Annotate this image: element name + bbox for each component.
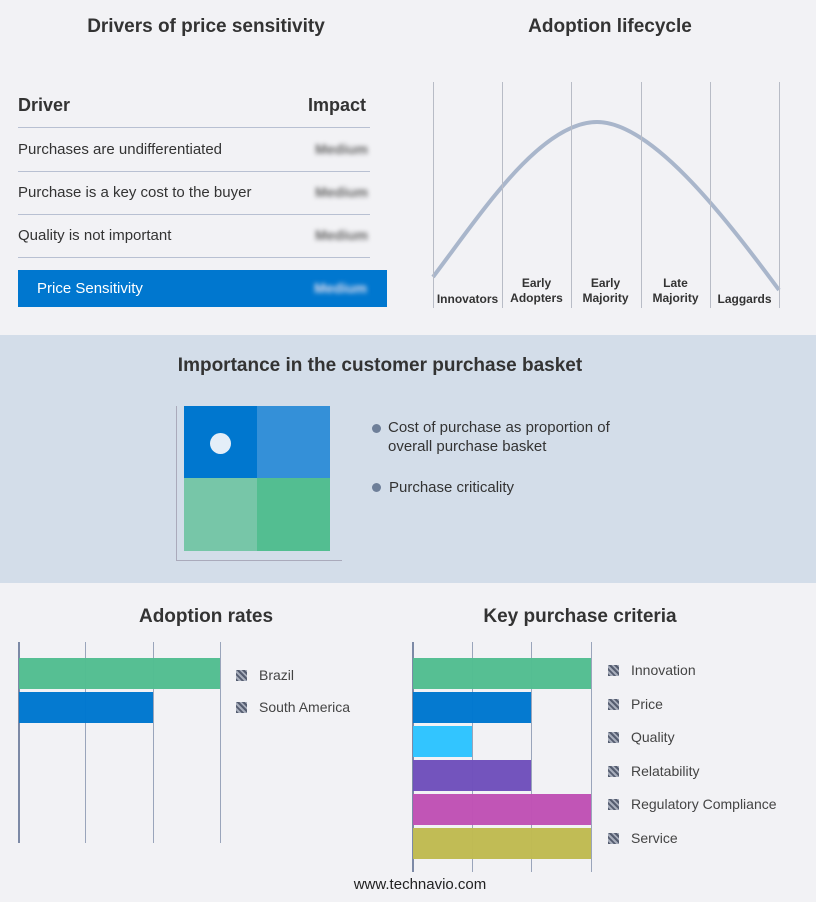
legend-item: Quality bbox=[608, 729, 675, 745]
stage-label: Innovators bbox=[436, 292, 499, 306]
footer-url: www.technavio.com bbox=[353, 876, 487, 893]
lifecycle-stage: Laggards bbox=[710, 292, 779, 307]
driver-col: Driver bbox=[18, 95, 71, 115]
lifecycle-stage: Early Majority bbox=[571, 276, 640, 306]
legend-item: South America bbox=[236, 699, 350, 715]
legend-swatch-icon bbox=[236, 670, 247, 681]
legend-item: Relatability bbox=[608, 763, 699, 779]
basket-title: Importance in the customer purchase bask… bbox=[177, 355, 583, 376]
legend-label: Regulatory Compliance bbox=[631, 796, 777, 813]
legend-label: Brazil bbox=[259, 667, 295, 683]
summary-label: Price Sensitivity bbox=[37, 280, 143, 297]
legend-item: Innovation bbox=[608, 662, 696, 678]
lifecycle-gridline bbox=[433, 82, 434, 308]
impact-col: Impact bbox=[307, 95, 366, 115]
lifecycle-gridline bbox=[641, 82, 642, 308]
lifecycle-gridline bbox=[710, 82, 711, 308]
matrix-q2 bbox=[257, 406, 330, 478]
bar-innovation bbox=[413, 658, 591, 689]
legend-item: Regulatory Compliance bbox=[608, 796, 777, 812]
chart-axis bbox=[18, 642, 20, 843]
chart-gridline bbox=[531, 642, 533, 872]
legend-item: Service bbox=[608, 830, 678, 846]
summary-impact: Medium bbox=[314, 280, 367, 296]
bar-quality bbox=[413, 726, 472, 757]
legend-label: South America bbox=[259, 699, 351, 715]
driver-label: Purchase is a key cost to the buyer bbox=[18, 184, 252, 201]
lifecycle-gridline bbox=[502, 82, 503, 308]
stage-label: Early bbox=[590, 276, 621, 290]
impact-value: Medium bbox=[315, 227, 368, 243]
bar-relatability bbox=[413, 760, 532, 791]
stage-label: Majority bbox=[652, 291, 699, 305]
impact-value: Medium bbox=[315, 141, 368, 157]
legend-text: Purchase criticality bbox=[389, 479, 515, 496]
legend-swatch-icon bbox=[608, 799, 619, 811]
driver-row: Purchases are undifferentiated Medium bbox=[18, 128, 370, 172]
legend-swatch-icon bbox=[608, 765, 619, 777]
lifecycle-chart bbox=[431, 119, 781, 292]
bar-brazil bbox=[19, 658, 220, 689]
driver-row: Quality is not important Medium bbox=[18, 214, 370, 258]
legend-swatch-icon bbox=[236, 702, 247, 713]
bar-regulatory-compliance bbox=[413, 794, 591, 825]
bar-south-america bbox=[19, 692, 153, 723]
stage-label: Adopters bbox=[510, 291, 563, 305]
stage-label: Majority bbox=[582, 291, 629, 305]
legend-text: Cost of purchase as proportion of overal… bbox=[388, 419, 610, 455]
legend-item: Brazil bbox=[236, 667, 294, 683]
legend-label: Quality bbox=[631, 729, 675, 746]
lifecycle-stage: Late Majority bbox=[641, 276, 710, 306]
lifecycle-stage: Early Adopters bbox=[502, 276, 571, 306]
basket-section: Importance in the customer purchase bask… bbox=[0, 335, 816, 583]
chart-gridline bbox=[220, 642, 221, 843]
legend-swatch-icon bbox=[608, 665, 619, 676]
driver-row: Purchase is a key cost to the buyer Mediu… bbox=[18, 171, 370, 215]
bar-price bbox=[413, 692, 532, 723]
chart-gridline bbox=[471, 642, 473, 872]
legend-swatch-icon bbox=[608, 732, 619, 744]
legend-label: Innovation bbox=[631, 662, 696, 678]
chart-gridline bbox=[591, 642, 592, 872]
drivers-title: Drivers of price sensitivity bbox=[87, 16, 325, 37]
legend-label: Service bbox=[631, 830, 678, 846]
basket-legend-1: Cost of purchase as proportion of overal… bbox=[372, 418, 642, 456]
matrix-y-axis bbox=[176, 406, 177, 560]
kpc-title: Key purchase criteria bbox=[483, 606, 677, 627]
lifecycle-gridline bbox=[571, 82, 572, 308]
stage-label: Laggards bbox=[717, 292, 772, 306]
impact-value: Medium bbox=[315, 184, 368, 200]
legend-item: Price bbox=[608, 696, 663, 712]
basket-legend-2: Purchase criticality bbox=[372, 479, 514, 496]
drivers-header: Driver Impact bbox=[18, 84, 370, 128]
position-marker bbox=[210, 433, 231, 454]
driver-label: Quality is not important bbox=[18, 227, 172, 244]
chart-gridline bbox=[152, 642, 154, 843]
lifecycle-stage: Innovators bbox=[433, 292, 502, 307]
chart-axis bbox=[412, 642, 414, 872]
adoption-curve bbox=[431, 119, 781, 292]
lifecycle-title: Adoption lifecycle bbox=[528, 16, 692, 37]
driver-label: Purchases are undifferentiated bbox=[18, 141, 223, 158]
price-sensitivity-summary: Price Sensitivity Medium bbox=[18, 270, 387, 307]
legend-swatch-icon bbox=[608, 833, 619, 844]
adoption-rates-title: Adoption rates bbox=[138, 606, 274, 627]
matrix-q4 bbox=[257, 478, 330, 551]
legend-label: Relatability bbox=[631, 762, 700, 779]
stage-label: Late bbox=[663, 276, 688, 290]
legend-swatch-icon bbox=[608, 698, 619, 710]
chart-gridline bbox=[85, 642, 87, 843]
bar-service bbox=[413, 828, 591, 859]
stage-label: Early bbox=[521, 276, 552, 290]
matrix-q3 bbox=[184, 478, 257, 551]
legend-label: Price bbox=[631, 695, 663, 712]
lifecycle-gridline bbox=[779, 82, 780, 308]
matrix-x-axis bbox=[176, 560, 342, 561]
